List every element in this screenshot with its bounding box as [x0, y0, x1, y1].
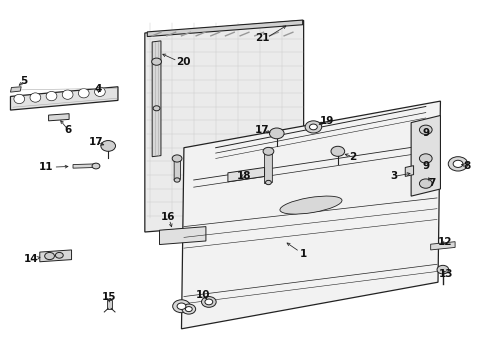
Polygon shape: [40, 250, 72, 262]
Circle shape: [205, 299, 213, 305]
Text: 17: 17: [89, 138, 103, 147]
Text: 1: 1: [300, 248, 307, 258]
Ellipse shape: [280, 196, 342, 214]
Polygon shape: [174, 158, 180, 180]
Circle shape: [419, 179, 432, 188]
Text: 18: 18: [237, 171, 251, 181]
Text: 6: 6: [65, 125, 72, 135]
Polygon shape: [49, 114, 69, 121]
Text: 9: 9: [422, 161, 429, 171]
Polygon shape: [10, 87, 118, 110]
Circle shape: [172, 300, 190, 313]
Circle shape: [92, 163, 100, 169]
Polygon shape: [152, 41, 161, 157]
Circle shape: [453, 160, 463, 167]
Circle shape: [201, 297, 216, 307]
Circle shape: [177, 303, 186, 310]
Ellipse shape: [46, 91, 57, 101]
Circle shape: [305, 121, 322, 133]
Circle shape: [174, 178, 180, 182]
Text: 11: 11: [38, 162, 53, 172]
Text: 15: 15: [102, 292, 117, 302]
Circle shape: [419, 125, 432, 134]
Circle shape: [101, 140, 116, 151]
Ellipse shape: [62, 90, 73, 99]
Text: 20: 20: [176, 57, 190, 67]
Text: 9: 9: [422, 129, 429, 138]
Ellipse shape: [30, 93, 41, 102]
Polygon shape: [159, 226, 206, 244]
Ellipse shape: [95, 87, 105, 96]
Text: 10: 10: [196, 290, 211, 300]
Text: 7: 7: [428, 177, 436, 188]
Circle shape: [437, 265, 449, 274]
Circle shape: [55, 252, 63, 258]
Circle shape: [182, 304, 196, 314]
Circle shape: [263, 147, 274, 155]
Ellipse shape: [14, 94, 24, 104]
Ellipse shape: [78, 89, 89, 98]
Text: 21: 21: [255, 33, 270, 43]
Text: 19: 19: [320, 116, 334, 126]
Polygon shape: [431, 242, 455, 250]
Circle shape: [45, 252, 54, 260]
Polygon shape: [147, 20, 303, 37]
Polygon shape: [265, 151, 272, 184]
Text: 8: 8: [464, 161, 471, 171]
Text: 4: 4: [95, 84, 102, 94]
Polygon shape: [73, 164, 96, 168]
Polygon shape: [10, 87, 21, 92]
Text: 16: 16: [161, 212, 175, 222]
Text: 17: 17: [255, 125, 270, 135]
Polygon shape: [228, 167, 265, 182]
Polygon shape: [107, 300, 112, 309]
Circle shape: [172, 155, 182, 162]
Text: 3: 3: [391, 171, 398, 181]
Polygon shape: [411, 116, 441, 196]
Circle shape: [448, 157, 468, 171]
Polygon shape: [181, 101, 441, 329]
Circle shape: [153, 106, 160, 111]
Text: 12: 12: [438, 237, 453, 247]
Circle shape: [270, 128, 284, 139]
Circle shape: [331, 146, 344, 156]
Circle shape: [266, 180, 271, 185]
Text: 5: 5: [21, 76, 28, 86]
Polygon shape: [405, 166, 414, 176]
Text: 2: 2: [349, 152, 356, 162]
Circle shape: [152, 58, 161, 65]
Circle shape: [185, 307, 192, 312]
Circle shape: [419, 154, 432, 163]
Text: 13: 13: [439, 269, 454, 279]
Circle shape: [310, 124, 318, 130]
Polygon shape: [145, 21, 304, 232]
Text: 14: 14: [24, 254, 38, 264]
